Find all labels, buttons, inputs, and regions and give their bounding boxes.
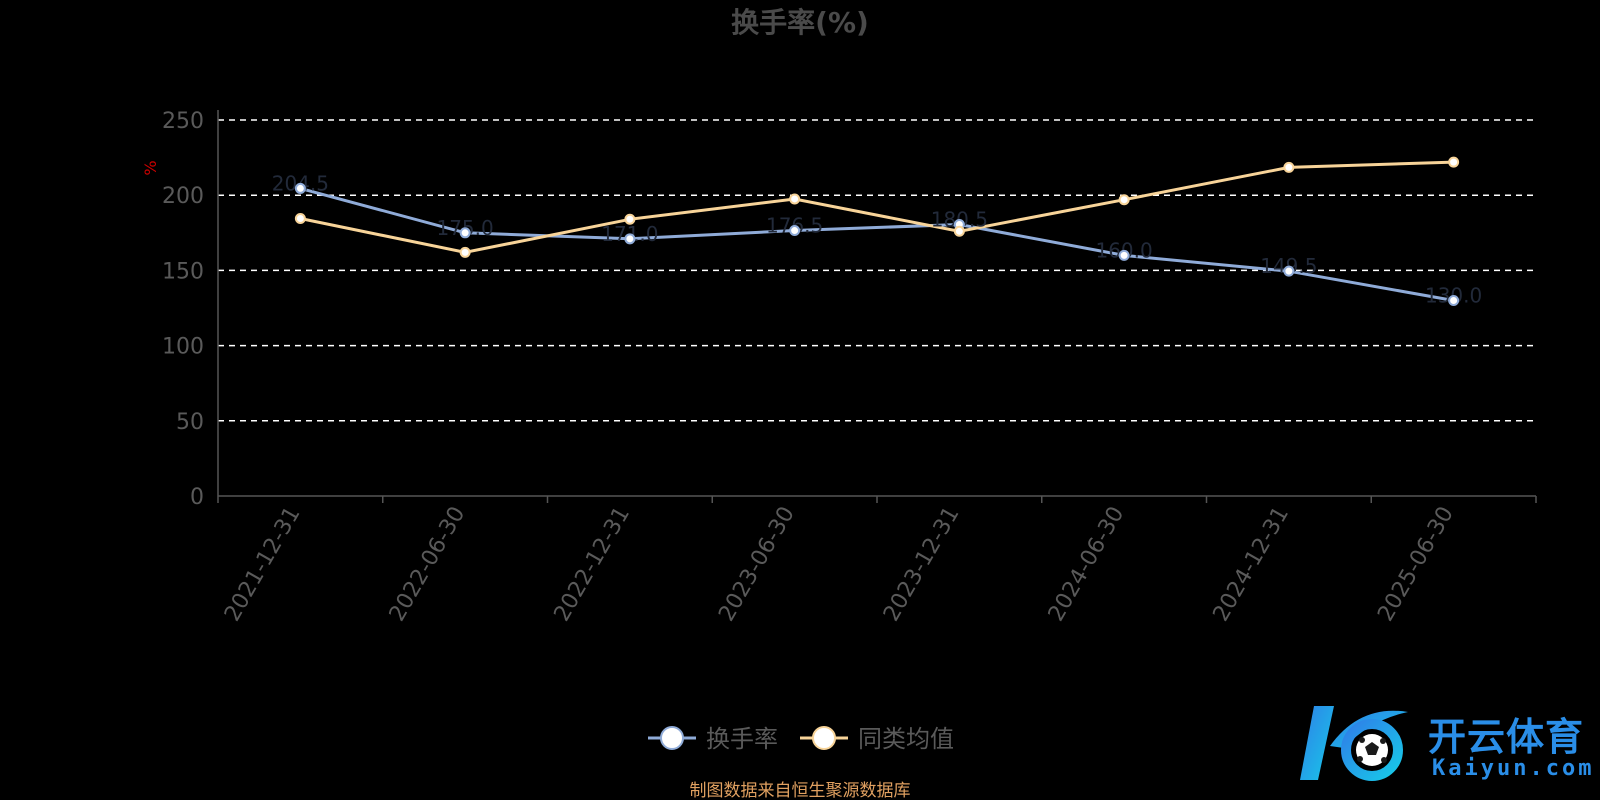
y-tick-label: 250 <box>162 109 204 134</box>
chart-title: 换手率(%) <box>731 6 869 39</box>
data-point <box>294 213 306 225</box>
x-tick-label: 2024-12-31 <box>1208 503 1294 626</box>
y-tick-label: 150 <box>162 259 204 284</box>
series-line-0 <box>300 186 1454 302</box>
data-point <box>789 193 801 205</box>
x-tick-label: 2025-06-30 <box>1373 503 1459 626</box>
x-tick-label: 2022-06-30 <box>385 503 471 626</box>
data-point <box>1118 194 1130 206</box>
series-points <box>294 156 1460 306</box>
data-point <box>1283 265 1295 277</box>
watermark-text-cn: 开云体育 <box>1428 715 1585 759</box>
x-tick-label: 2021-12-31 <box>220 503 306 626</box>
axes <box>217 110 1537 503</box>
x-tick-label: 2024-06-30 <box>1044 503 1130 626</box>
watermark-text-en: Kaiyun.com <box>1432 756 1595 781</box>
legend: 换手率 同类均值 <box>648 725 954 753</box>
legend-label: 换手率 <box>706 725 778 753</box>
source-note: 制图数据来自恒生聚源数据库 <box>690 781 911 800</box>
data-point <box>1283 161 1295 173</box>
legend-marker <box>812 726 836 750</box>
legend-marker <box>660 726 684 750</box>
series-line-1 <box>300 160 1454 254</box>
y-tick-label: 50 <box>176 410 204 435</box>
y-axis-label: % <box>141 160 160 175</box>
data-point <box>459 227 471 239</box>
data-point <box>1118 249 1130 261</box>
data-point <box>1448 156 1460 168</box>
series-lines <box>300 160 1454 302</box>
x-tick-labels: 2021-12-31 2022-06-30 2022-12-31 2023-06-30… <box>220 503 1459 626</box>
kaiyun-soccer-logo-icon <box>1300 706 1408 781</box>
data-point <box>459 246 471 258</box>
data-point <box>624 213 636 225</box>
data-point <box>953 225 965 237</box>
x-tick-label: 2023-06-30 <box>714 503 800 626</box>
data-point <box>294 182 306 194</box>
data-labels: 204.5175.0171.0176.5180.5160.0149.5130.0 <box>272 171 1483 307</box>
y-tick-label: 100 <box>162 335 204 360</box>
x-tick-label: 2022-12-31 <box>549 503 635 626</box>
data-point <box>1448 294 1460 306</box>
y-tick-label: 0 <box>190 485 204 510</box>
data-point <box>789 225 801 237</box>
y-tick-labels: 0 50 100 150 200 250 <box>162 109 204 510</box>
legend-label: 同类均值 <box>858 725 954 753</box>
y-tick-label: 200 <box>162 184 204 209</box>
data-point <box>624 233 636 245</box>
x-tick-label: 2023-12-31 <box>879 503 965 626</box>
